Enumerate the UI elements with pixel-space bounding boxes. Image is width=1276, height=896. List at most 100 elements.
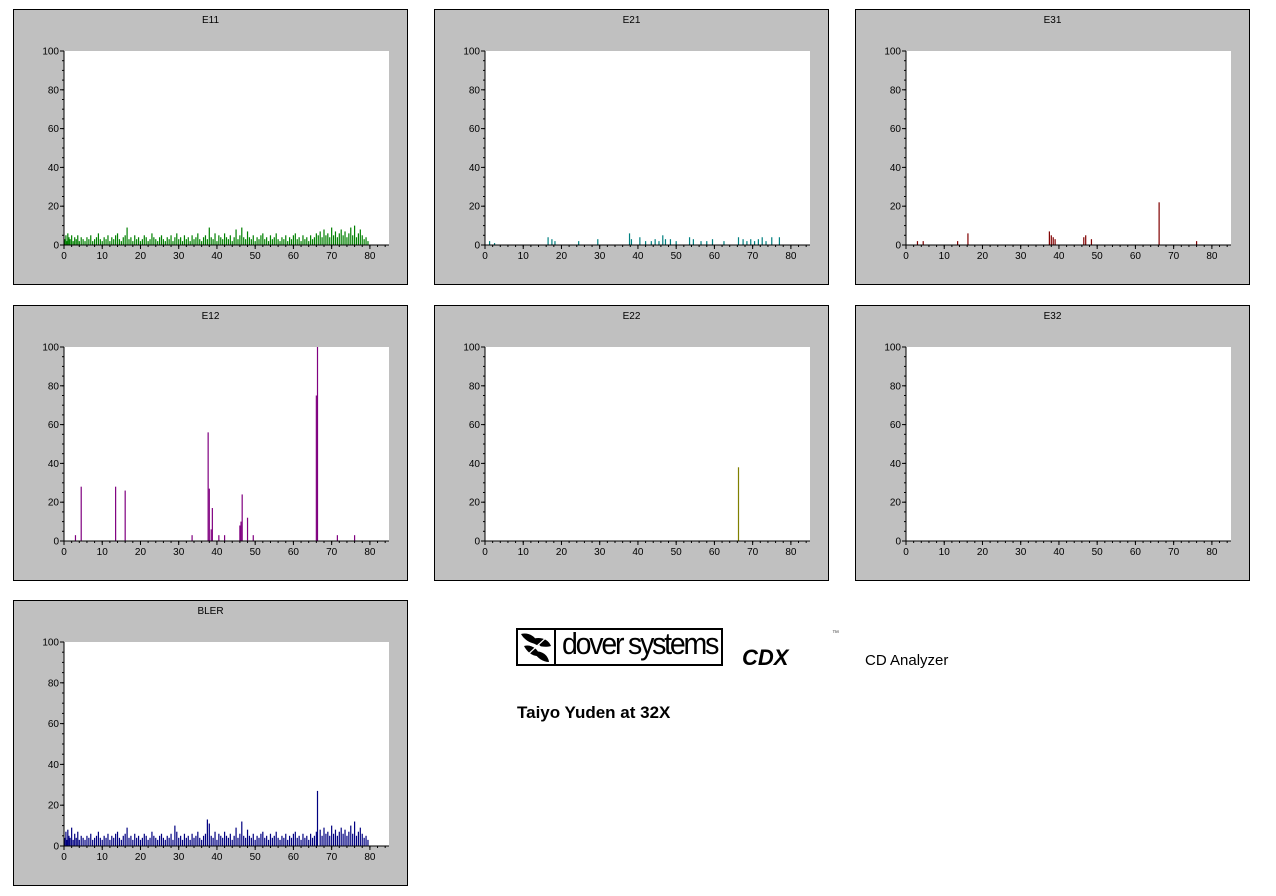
x-tick-label: 10 xyxy=(518,251,530,262)
data-bar xyxy=(325,833,327,846)
x-tick-label: 50 xyxy=(250,547,262,558)
data-bar xyxy=(185,239,187,245)
data-bar xyxy=(116,831,119,846)
data-bar xyxy=(1158,202,1160,245)
data-bar xyxy=(300,839,302,846)
data-bar xyxy=(277,239,279,245)
data-bar xyxy=(321,835,323,846)
data-bar xyxy=(69,239,71,245)
data-bar xyxy=(227,239,230,245)
x-tick-label: 50 xyxy=(671,251,683,262)
data-bar xyxy=(750,239,752,245)
plot-area xyxy=(485,347,810,541)
data-bar xyxy=(132,241,134,245)
data-bar xyxy=(206,239,208,245)
y-tick-label: 80 xyxy=(48,381,60,392)
data-bar xyxy=(332,833,335,846)
data-bar xyxy=(97,233,100,245)
data-bar xyxy=(311,837,314,846)
data-bar xyxy=(64,837,66,846)
x-tick-label: 70 xyxy=(1168,547,1180,558)
x-tick-label: 40 xyxy=(211,547,223,558)
data-bar xyxy=(128,239,130,245)
y-tick-label: 60 xyxy=(890,124,902,135)
data-bar xyxy=(363,837,365,846)
data-bar xyxy=(245,239,247,245)
plot-area xyxy=(64,642,389,846)
data-bar xyxy=(222,837,224,846)
data-bar xyxy=(279,241,281,245)
data-bar xyxy=(241,821,243,846)
data-bar xyxy=(246,231,249,245)
data-bar xyxy=(315,233,317,245)
data-bar xyxy=(306,835,308,846)
data-bar xyxy=(222,239,224,245)
data-bar xyxy=(1090,239,1093,245)
y-tick-label: 80 xyxy=(48,678,60,689)
data-bar xyxy=(170,235,172,245)
data-bar xyxy=(353,821,356,846)
y-tick-label: 20 xyxy=(469,498,481,509)
data-bar xyxy=(294,831,296,846)
data-bar xyxy=(271,837,273,846)
data-bar xyxy=(208,227,210,245)
data-bar xyxy=(361,833,363,846)
chart-panel-e12: E12 0 20 40 60 80 100 0 10 20 30 40 50 60 70 80 xyxy=(13,305,408,581)
data-bar xyxy=(71,235,73,245)
data-bar xyxy=(90,235,92,245)
data-bar xyxy=(361,235,363,245)
data-bar xyxy=(316,347,319,541)
data-bar xyxy=(80,486,82,541)
data-bar xyxy=(116,233,119,245)
x-tick-label: 30 xyxy=(594,547,606,558)
data-bar xyxy=(334,829,337,846)
y-tick-label: 40 xyxy=(469,459,481,470)
data-bar xyxy=(323,827,325,846)
data-bar xyxy=(212,239,214,245)
data-bar xyxy=(1050,235,1052,245)
y-tick-label: 40 xyxy=(48,760,60,771)
data-bar xyxy=(737,237,740,245)
x-tick-label: 20 xyxy=(556,547,568,558)
chart-title: E12 xyxy=(201,311,220,322)
data-bar xyxy=(771,237,773,245)
x-tick-label: 30 xyxy=(173,852,185,863)
data-bar xyxy=(88,239,90,245)
x-tick-label: 20 xyxy=(135,852,147,863)
data-bar xyxy=(967,233,969,245)
data-bar xyxy=(313,237,316,245)
data-bar xyxy=(176,233,178,245)
data-bar xyxy=(195,237,197,245)
data-bar xyxy=(160,833,163,846)
data-bar xyxy=(199,837,201,846)
data-bar xyxy=(551,239,553,245)
data-bar xyxy=(227,837,230,846)
data-bar xyxy=(246,517,249,541)
data-bar xyxy=(185,837,187,846)
leaf-emblem-icon xyxy=(518,630,556,664)
y-tick-label: 60 xyxy=(469,124,481,135)
data-bar xyxy=(101,241,103,245)
data-bar xyxy=(193,837,195,846)
y-tick-label: 100 xyxy=(42,343,59,354)
data-bar xyxy=(331,227,333,245)
data-bar xyxy=(350,825,352,846)
data-bar xyxy=(294,233,296,245)
data-bar xyxy=(1052,237,1054,245)
data-bar xyxy=(340,827,342,846)
data-bar xyxy=(92,241,94,245)
data-bar xyxy=(164,839,166,846)
data-bar xyxy=(107,833,109,846)
x-tick-label: 70 xyxy=(1168,251,1180,262)
trademark-symbol: ™ xyxy=(832,630,839,637)
x-tick-label: 60 xyxy=(709,547,721,558)
plot-area xyxy=(906,51,1231,245)
data-bar xyxy=(547,237,549,245)
data-bar xyxy=(260,833,262,846)
data-bar xyxy=(157,839,159,846)
data-bar xyxy=(95,237,98,245)
data-bar xyxy=(331,825,333,846)
data-bar xyxy=(300,241,302,245)
x-tick-label: 40 xyxy=(632,251,644,262)
data-bar xyxy=(239,525,241,541)
